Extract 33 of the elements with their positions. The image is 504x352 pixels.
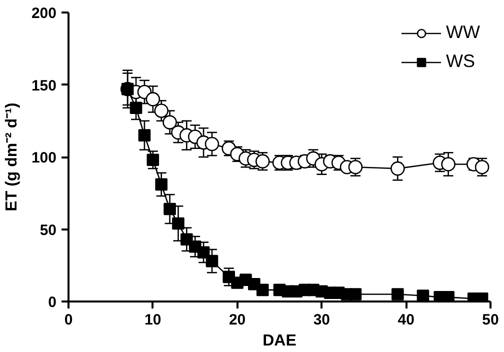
point [164,202,176,216]
y-tick-label: 200 [31,5,57,22]
point [197,246,210,259]
point [441,157,456,172]
y-axis-title: ET (g dm⁻² d⁻¹) [3,102,20,212]
x-tick-label: 10 [144,312,162,328]
point [390,161,405,176]
point [256,284,269,296]
x-tick-label: 30 [313,312,330,328]
x-tick-label: 50 [482,312,499,328]
point [416,290,430,302]
y-tick-label: 50 [40,222,57,239]
x-axis-title: DAE [262,332,297,350]
y-tick-label: 100 [31,150,57,166]
point [146,154,160,166]
y-tick-label: 150 [31,77,57,94]
point [154,104,168,118]
point [130,102,142,114]
x-tick-label: 40 [398,312,414,328]
x-tick-label: 20 [228,312,246,328]
point [155,178,168,191]
point [206,254,218,268]
point [172,217,184,230]
point [349,288,362,300]
legend-label: WS [446,51,476,72]
point [138,129,151,142]
point [204,136,220,152]
point [146,92,160,106]
y-tick-label: 0 [48,294,56,311]
x-tick-label: 0 [64,312,73,328]
legend-label: WW [446,22,480,43]
point [162,115,177,130]
point [392,288,404,300]
